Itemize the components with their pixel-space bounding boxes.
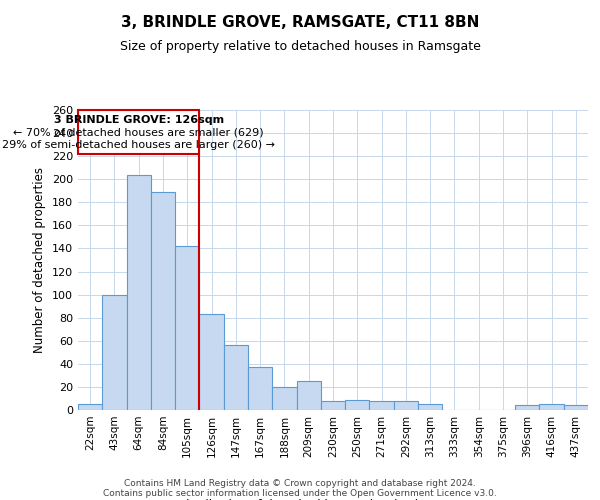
Bar <box>78 404 102 410</box>
X-axis label: Distribution of detached houses by size in Ramsgate: Distribution of detached houses by size … <box>177 498 489 500</box>
Text: 29% of semi-detached houses are larger (260) →: 29% of semi-detached houses are larger (… <box>2 140 275 150</box>
Bar <box>102 294 127 410</box>
Bar <box>248 368 272 410</box>
Text: Contains HM Land Registry data © Crown copyright and database right 2024.: Contains HM Land Registry data © Crown c… <box>124 478 476 488</box>
Bar <box>296 381 321 410</box>
Bar <box>151 192 175 410</box>
Bar <box>272 387 296 410</box>
Bar <box>370 401 394 410</box>
Bar <box>564 406 588 410</box>
Y-axis label: Number of detached properties: Number of detached properties <box>34 167 46 353</box>
FancyBboxPatch shape <box>78 110 199 154</box>
Bar <box>175 246 199 410</box>
Text: ← 70% of detached houses are smaller (629): ← 70% of detached houses are smaller (62… <box>13 128 264 138</box>
Bar <box>394 401 418 410</box>
Bar <box>515 406 539 410</box>
Bar <box>127 174 151 410</box>
Bar <box>539 404 564 410</box>
Text: Contains public sector information licensed under the Open Government Licence v3: Contains public sector information licen… <box>103 488 497 498</box>
Bar <box>321 401 345 410</box>
Bar <box>224 346 248 410</box>
Text: 3, BRINDLE GROVE, RAMSGATE, CT11 8BN: 3, BRINDLE GROVE, RAMSGATE, CT11 8BN <box>121 15 479 30</box>
Bar <box>418 404 442 410</box>
Text: 3 BRINDLE GROVE: 126sqm: 3 BRINDLE GROVE: 126sqm <box>53 114 224 124</box>
Bar <box>345 400 370 410</box>
Text: Size of property relative to detached houses in Ramsgate: Size of property relative to detached ho… <box>119 40 481 53</box>
Bar <box>199 314 224 410</box>
